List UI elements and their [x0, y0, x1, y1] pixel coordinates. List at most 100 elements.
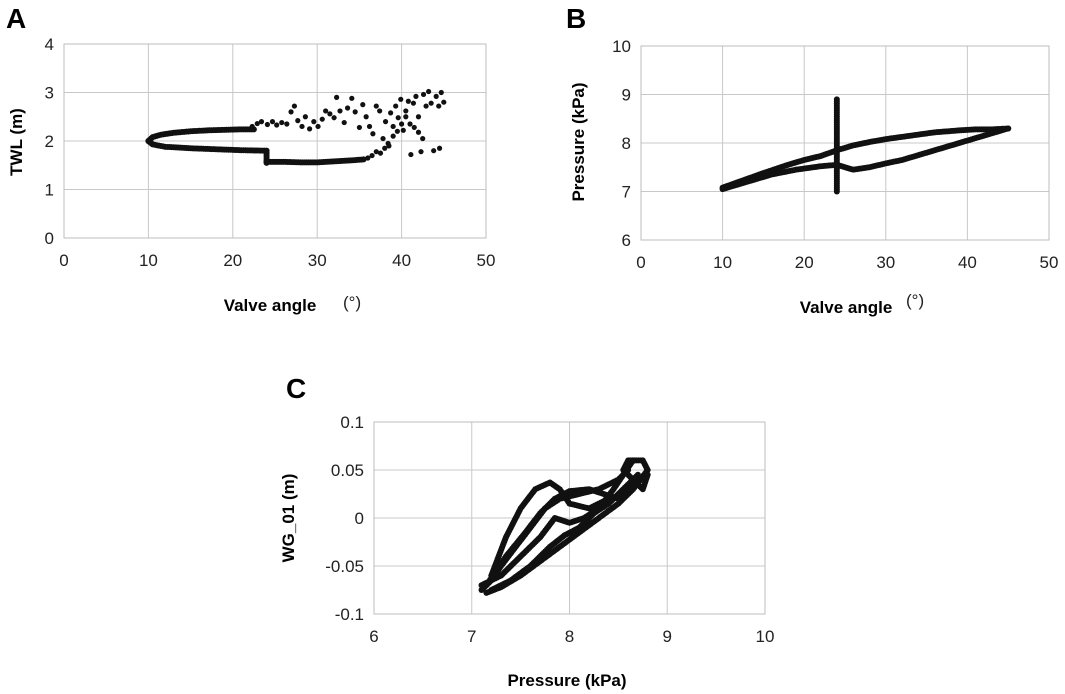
x-tick-label-a-0: 0 — [59, 251, 68, 270]
x-tick-label-c-2: 8 — [565, 627, 574, 646]
y-tick-label-a-0: 0 — [45, 229, 54, 248]
data-point-a-4-188 — [344, 105, 351, 111]
data-point-a-4-216 — [426, 88, 432, 95]
x-tick-label-c-1: 7 — [467, 627, 476, 646]
panel-label-a: A — [6, 3, 26, 34]
data-point-a-4-174 — [291, 103, 298, 109]
data-point-a-4-183 — [327, 111, 333, 117]
data-point-a-4-231 — [394, 128, 400, 134]
chart-panel-c: C WG_01 (m) Pressure (kPa) 6 7 8 9 10 -0.1 -0.… — [279, 373, 774, 690]
data-point-a-4-187 — [341, 119, 347, 126]
x-tick-label-b-0: 0 — [636, 253, 645, 272]
y-tick-label-a-2: 2 — [45, 132, 54, 151]
data-point-a-4-228 — [382, 145, 388, 151]
data-point-a-4-192 — [360, 102, 366, 108]
x-axis-title-a: Valve angle — [224, 296, 317, 315]
data-point-b-1-281 — [1005, 125, 1012, 132]
data-point-a-4-212 — [415, 114, 422, 120]
chart-panel-b: B Pressure (kPa) Valve angle (°) 0 10 20 30… — [566, 3, 1058, 317]
data-point-a-4-197 — [377, 108, 383, 114]
data-point-a-4-180 — [315, 123, 321, 130]
data-point-a-4-175 — [295, 118, 301, 124]
x-tick-label-a-5: 50 — [477, 251, 496, 270]
x-axis-unit-b: (°) — [906, 291, 924, 310]
gridlines-a — [63, 43, 487, 239]
data-point-a-4-172 — [284, 121, 290, 127]
data-point-a-4-227 — [377, 150, 384, 156]
tick-labels-c: 6 7 8 9 10 -0.1 -0.05 0 0.05 0.1 — [325, 413, 774, 646]
data-point-c-5-606 — [630, 481, 637, 488]
data-point-a-4-217 — [428, 100, 434, 106]
data-point-a-4-222 — [441, 99, 447, 105]
gridlines-c — [373, 421, 766, 615]
data-point-a-4-167 — [258, 119, 265, 125]
data-point-a-4-232 — [399, 121, 405, 127]
data-point-a-4-204 — [395, 115, 401, 121]
y-axis-title-c: WG_01 (m) — [279, 474, 298, 563]
x-axis-title-c: Pressure (kPa) — [507, 671, 626, 690]
data-point-a-4-177 — [302, 114, 308, 120]
scatter-points-a — [145, 88, 447, 166]
tick-labels-a: 0 10 20 30 40 50 0 1 2 3 4 — [45, 35, 496, 270]
plot-area-frame-a — [63, 43, 487, 239]
data-point-a-4-235 — [411, 124, 417, 131]
data-point-a-4-230 — [390, 133, 396, 139]
data-point-a-4-173 — [288, 109, 294, 115]
x-tick-label-c-4: 10 — [756, 627, 775, 646]
data-point-a-4-223 — [436, 145, 443, 151]
data-point-a-4-237 — [420, 135, 426, 142]
panel-label-c: C — [286, 373, 306, 404]
plot-area-frame-c — [373, 421, 766, 615]
data-point-a-4-171 — [279, 119, 285, 126]
x-tick-label-c-0: 6 — [369, 627, 378, 646]
data-point-a-4-211 — [413, 93, 419, 99]
y-tick-label-b-2: 8 — [622, 134, 631, 153]
data-point-a-4-207 — [403, 108, 409, 114]
data-point-a-4-194 — [366, 123, 373, 130]
data-point-a-4-201 — [388, 110, 394, 116]
data-point-a-4-203 — [393, 103, 399, 109]
y-tick-label-a-4: 4 — [45, 35, 54, 54]
x-axis-title-b: Valve angle — [800, 298, 893, 317]
data-point-a-4-224 — [365, 155, 371, 161]
panel-label-b: B — [566, 3, 586, 34]
y-tick-label-b-4: 10 — [612, 37, 631, 56]
y-tick-label-c-4: 0.1 — [340, 413, 364, 432]
data-point-a-4-191 — [356, 124, 362, 131]
scatter-points-c — [478, 457, 651, 596]
data-point-a-4-195 — [370, 131, 376, 137]
y-axis-title-a: TWL (m) — [7, 108, 26, 176]
data-point-a-4-234 — [407, 121, 413, 127]
x-tick-label-b-5: 50 — [1040, 253, 1059, 272]
data-point-a-4-210 — [410, 100, 417, 106]
data-point-a-4-190 — [352, 109, 358, 115]
x-tick-label-b-2: 20 — [795, 253, 814, 272]
data-point-a-4-193 — [363, 114, 369, 120]
data-point-a-4-213 — [418, 149, 424, 155]
data-point-a-3-164 — [360, 156, 367, 163]
data-point-a-4-226 — [373, 149, 379, 155]
data-point-a-4-208 — [405, 98, 411, 104]
data-point-a-4-169 — [269, 119, 276, 125]
data-point-a-4-229 — [386, 143, 392, 149]
data-point-a-4-198 — [380, 135, 386, 142]
data-point-a-4-185 — [334, 94, 340, 100]
data-point-a-4-209 — [408, 151, 414, 158]
data-point-a-4-181 — [319, 116, 325, 122]
x-axis-unit-a: (°) — [343, 293, 361, 312]
data-point-a-4-189 — [349, 95, 355, 101]
data-point-c-4-510 — [634, 471, 641, 478]
y-tick-label-c-2: 0 — [355, 509, 364, 528]
data-point-a-4-219 — [433, 93, 439, 99]
chart-panel-a: A TWL (m) Valve angle (°) 0 10 20 30 40 50 0 1 2… — [6, 3, 495, 315]
y-tick-label-a-1: 1 — [45, 181, 54, 200]
data-point-a-4-196 — [373, 103, 379, 109]
data-point-a-4-170 — [274, 122, 280, 128]
data-point-a-4-205 — [398, 96, 404, 102]
data-point-a-4-214 — [420, 91, 427, 98]
data-point-c-1-232 — [644, 471, 651, 478]
x-tick-label-b-4: 40 — [958, 253, 977, 272]
data-point-a-4-178 — [307, 126, 313, 132]
y-axis-title-b: Pressure (kPa) — [569, 82, 588, 201]
